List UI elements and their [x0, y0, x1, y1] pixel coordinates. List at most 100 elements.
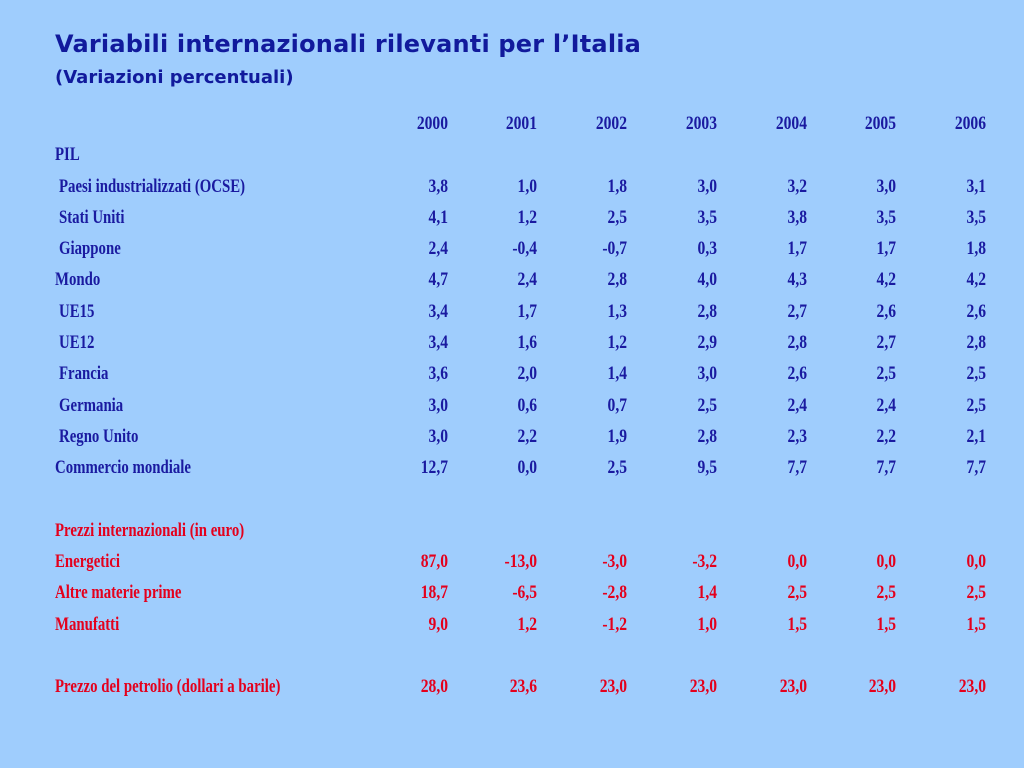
spacer [55, 640, 990, 671]
cell-value: 2,9 [697, 332, 717, 354]
cell-value: 2,5 [787, 582, 807, 604]
cell-value: 2,7 [876, 332, 896, 354]
cell-value: 2,5 [607, 457, 627, 479]
cell-value: 3,8 [428, 175, 448, 197]
table-row: Energetici 87,0 -13,0 -3,0 -3,2 0,0 0,0 0,0 [55, 546, 990, 577]
row-label: Altre materie prime [55, 582, 182, 604]
table-row: Commercio mondiale 12,7 0,0 2,5 9,5 7,7 7,7 7,7 [55, 452, 990, 483]
row-label: UE15 [59, 300, 95, 322]
cell-value: 1,5 [876, 613, 896, 635]
cell-value: 1,4 [697, 582, 717, 604]
row-label: Energetici [55, 551, 121, 573]
cell-value: 9,0 [428, 613, 448, 635]
cell-value: 1,7 [517, 300, 537, 322]
section-header-prices: Prezzi internazionali (in euro) [55, 519, 245, 541]
section-header-pil: PIL [55, 144, 80, 166]
cell-value: 1,8 [607, 175, 627, 197]
cell-value: 7,7 [966, 457, 986, 479]
cell-value: 2,5 [966, 394, 986, 416]
cell-value: 1,4 [607, 363, 627, 385]
table-row: Giappone 2,4 -0,4 -0,7 0,3 1,7 1,7 1,8 [55, 233, 990, 264]
cell-value: -1,2 [602, 613, 627, 635]
cell-value: 3,1 [966, 175, 986, 197]
cell-value: 2,6 [876, 300, 896, 322]
cell-value: 2,5 [876, 582, 896, 604]
cell-value: 1,8 [966, 238, 986, 260]
table-row: Stati Uniti 4,1 1,2 2,5 3,5 3,8 3,5 3,5 [55, 202, 990, 233]
cell-value: 2,5 [966, 363, 986, 385]
cell-value: 4,7 [428, 269, 448, 291]
table-row: UE15 3,4 1,7 1,3 2,8 2,7 2,6 2,6 [55, 296, 990, 327]
year-header: 2003 [685, 113, 717, 134]
cell-value: 1,5 [787, 613, 807, 635]
section-header-row: Prezzi internazionali (in euro) [55, 515, 990, 546]
cell-value: 87,0 [420, 551, 448, 573]
cell-value: 23,0 [868, 676, 896, 698]
cell-value: 1,5 [966, 613, 986, 635]
cell-value: 3,5 [876, 206, 896, 228]
cell-value: 2,8 [697, 425, 717, 447]
cell-value: 28,0 [420, 676, 448, 698]
cell-value: -13,0 [504, 551, 537, 573]
cell-value: 3,4 [428, 300, 448, 322]
row-label: Regno Unito [59, 425, 139, 447]
year-header: 2002 [595, 113, 627, 134]
cell-value: 0,3 [697, 238, 717, 260]
cell-value: 3,0 [428, 425, 448, 447]
cell-value: 2,8 [607, 269, 627, 291]
section-header-row: PIL [55, 139, 990, 170]
cell-value: 3,5 [697, 206, 717, 228]
cell-value: 23,0 [689, 676, 717, 698]
cell-value: 2,2 [517, 425, 537, 447]
row-label: Stati Uniti [59, 206, 125, 228]
data-table: 2000 2001 2002 2003 2004 2005 2006 PIL P… [55, 108, 990, 703]
year-header-row: 2000 2001 2002 2003 2004 2005 2006 [55, 108, 990, 139]
cell-value: 0,0 [876, 551, 896, 573]
cell-value: 3,0 [697, 175, 717, 197]
cell-value: 3,2 [787, 175, 807, 197]
cell-value: 2,1 [966, 425, 986, 447]
table-row: Mondo 4,7 2,4 2,8 4,0 4,3 4,2 4,2 [55, 264, 990, 295]
row-label: Mondo [55, 269, 101, 291]
cell-value: 2,7 [787, 300, 807, 322]
cell-value: 2,4 [876, 394, 896, 416]
cell-value: -3,0 [602, 551, 627, 573]
cell-value: 1,7 [787, 238, 807, 260]
cell-value: 1,3 [607, 300, 627, 322]
cell-value: -3,2 [692, 551, 717, 573]
year-header: 2005 [864, 113, 896, 134]
cell-value: 2,5 [697, 394, 717, 416]
cell-value: 1,2 [517, 206, 537, 228]
cell-value: 2,4 [787, 394, 807, 416]
cell-value: 2,3 [787, 425, 807, 447]
page-subtitle: (Variazioni percentuali) [55, 67, 294, 88]
cell-value: 4,2 [966, 269, 986, 291]
year-header: 2006 [954, 113, 986, 134]
cell-value: 3,6 [428, 363, 448, 385]
cell-value: 3,4 [428, 332, 448, 354]
row-label: UE12 [59, 332, 95, 354]
page-title: Variabili internazionali rilevanti per l… [55, 30, 642, 58]
cell-value: 2,8 [966, 332, 986, 354]
cell-value: 2,6 [787, 363, 807, 385]
oil-price-row: Prezzo del petrolio (dollari a barile) 28… [55, 671, 990, 702]
cell-value: 4,3 [787, 269, 807, 291]
cell-value: 7,7 [787, 457, 807, 479]
cell-value: 2,5 [607, 206, 627, 228]
cell-value: 3,8 [787, 206, 807, 228]
cell-value: 23,6 [509, 676, 537, 698]
cell-value: 0,0 [966, 551, 986, 573]
row-label: Germania [59, 394, 124, 416]
row-label: Francia [59, 363, 109, 385]
year-header: 2004 [775, 113, 807, 134]
table-row: Regno Unito 3,0 2,2 1,9 2,8 2,3 2,2 2,1 [55, 421, 990, 452]
year-header: 2000 [416, 113, 448, 134]
cell-value: 0,6 [517, 394, 537, 416]
cell-value: -6,5 [512, 582, 537, 604]
cell-value: 0,7 [607, 394, 627, 416]
cell-value: -0,4 [512, 238, 537, 260]
cell-value: 23,0 [779, 676, 807, 698]
cell-value: 3,5 [966, 206, 986, 228]
cell-value: 2,4 [428, 238, 448, 260]
cell-value: 23,0 [599, 676, 627, 698]
